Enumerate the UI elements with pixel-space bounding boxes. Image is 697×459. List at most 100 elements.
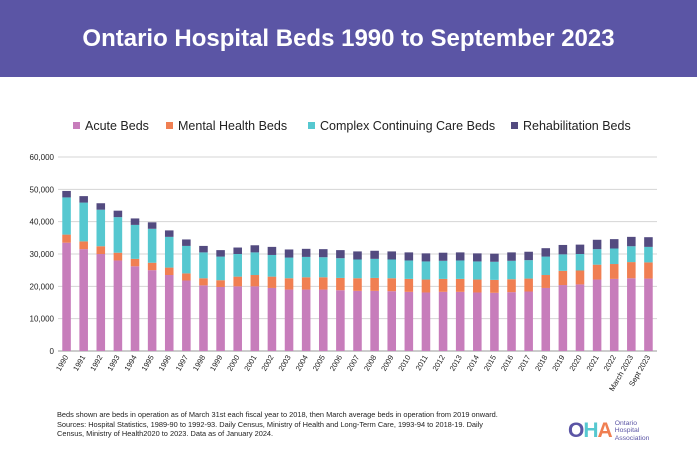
bar-segment xyxy=(353,251,362,260)
x-tick-label: 1991 xyxy=(71,354,87,373)
bar-segment xyxy=(473,261,482,280)
bar-segment xyxy=(147,222,157,229)
bar-segment xyxy=(79,249,88,351)
legend-label: Complex Continuing Care Beds xyxy=(320,119,495,133)
bar-segment xyxy=(455,278,465,292)
bar-segment xyxy=(455,260,465,279)
bar-segment xyxy=(216,286,225,351)
bar-segment xyxy=(216,250,225,257)
bar-segment xyxy=(627,262,636,279)
bar-segment xyxy=(524,278,533,292)
logo-line: Hospital xyxy=(614,427,640,435)
x-tick-label: 2018 xyxy=(533,354,549,373)
bar-segment xyxy=(644,237,653,247)
x-tick-label: 1995 xyxy=(140,354,156,373)
x-tick-label: 1992 xyxy=(88,354,104,373)
y-tick-label: 40,000 xyxy=(30,218,55,227)
bar-segment xyxy=(199,245,208,253)
bar-segment xyxy=(524,251,533,261)
logo-letter: O xyxy=(568,419,584,442)
bar-segment xyxy=(62,197,71,235)
bar-segment xyxy=(575,254,585,271)
bar-segment xyxy=(575,284,585,351)
legend-label: Mental Health Beds xyxy=(178,119,287,133)
bar-segment xyxy=(79,241,88,250)
bar-segment xyxy=(336,290,345,351)
bar-segment xyxy=(250,275,260,287)
legend-swatch xyxy=(166,122,173,129)
bar-segment xyxy=(627,278,636,351)
bar-segment xyxy=(473,279,482,293)
x-tick-label: 2008 xyxy=(362,354,378,373)
x-tick-label: 1997 xyxy=(174,354,190,373)
bar-segment xyxy=(438,278,448,292)
bar-segment xyxy=(541,248,551,257)
x-tick-label: 2009 xyxy=(379,354,395,373)
legend-swatch xyxy=(73,122,80,129)
bar-segment xyxy=(336,258,345,278)
bar-segment xyxy=(284,289,294,351)
bar-segment xyxy=(267,254,277,277)
bar-segment xyxy=(284,249,294,258)
bar-segment xyxy=(609,264,619,279)
x-tick-label: 2017 xyxy=(516,354,532,373)
bar-segment xyxy=(438,252,448,261)
bar-segment xyxy=(318,249,328,258)
bar-segment xyxy=(284,257,294,279)
legend-label: Acute Beds xyxy=(85,119,149,133)
bar-segment xyxy=(558,244,568,255)
x-tick-label: 2006 xyxy=(328,354,344,373)
bar-segment xyxy=(147,262,157,271)
bar-segment xyxy=(421,292,431,351)
x-tick-label: 2005 xyxy=(311,354,327,373)
x-tick-label: 2012 xyxy=(431,354,447,373)
bar-segment xyxy=(250,245,260,253)
bar-segment xyxy=(96,209,106,247)
bar-segment xyxy=(182,239,191,246)
bar-segment xyxy=(455,291,465,351)
bar-segment xyxy=(199,285,208,351)
logo-letter: A xyxy=(597,419,613,442)
x-tick-label: 2003 xyxy=(277,354,293,373)
footnote-line: Beds shown are beds in operation as of M… xyxy=(57,410,498,419)
oha-logo: OHA Ontario Hospital Association xyxy=(568,419,649,443)
bar-segment xyxy=(96,254,106,351)
bar-segment xyxy=(558,254,568,271)
bar-segment xyxy=(96,246,106,254)
bar-segment xyxy=(387,291,397,351)
bar-segment xyxy=(507,279,516,293)
footnote-line: Census, Ministry of Health2020 to 2023. … xyxy=(57,429,274,439)
bar-segment xyxy=(267,246,277,255)
bar-segment xyxy=(644,246,653,263)
bar-segment xyxy=(79,196,88,203)
bar-segment xyxy=(507,260,516,280)
bar-segment xyxy=(370,258,379,278)
bar-segment xyxy=(216,256,225,281)
bar-segment xyxy=(250,252,260,276)
bar-segment xyxy=(438,291,448,351)
x-tick-label: 2014 xyxy=(465,354,481,373)
bar-segment xyxy=(318,257,328,278)
bar-segment xyxy=(404,252,414,261)
logo-line: Ontario xyxy=(614,419,637,427)
bar-segment xyxy=(336,277,345,291)
bar-segment xyxy=(592,239,602,250)
y-tick-label: 20,000 xyxy=(30,282,55,291)
y-tick-label: 30,000 xyxy=(30,250,55,259)
bar-segment xyxy=(490,253,499,262)
bar-segment xyxy=(404,278,414,292)
bar-segment xyxy=(62,242,71,351)
bar-segment xyxy=(609,278,619,351)
bar-segment xyxy=(301,248,311,257)
bar-segment xyxy=(592,249,602,265)
bar-segment xyxy=(353,290,362,351)
bar-segment xyxy=(353,278,362,291)
bar-segment xyxy=(370,250,379,259)
logo-letter: H xyxy=(583,419,598,442)
bar-segment xyxy=(233,286,242,351)
bar-segment xyxy=(113,217,123,253)
bar-segment xyxy=(558,285,568,351)
x-tick-label: 2010 xyxy=(396,354,412,373)
bar-segment xyxy=(233,254,242,277)
bar-segment xyxy=(182,245,191,274)
